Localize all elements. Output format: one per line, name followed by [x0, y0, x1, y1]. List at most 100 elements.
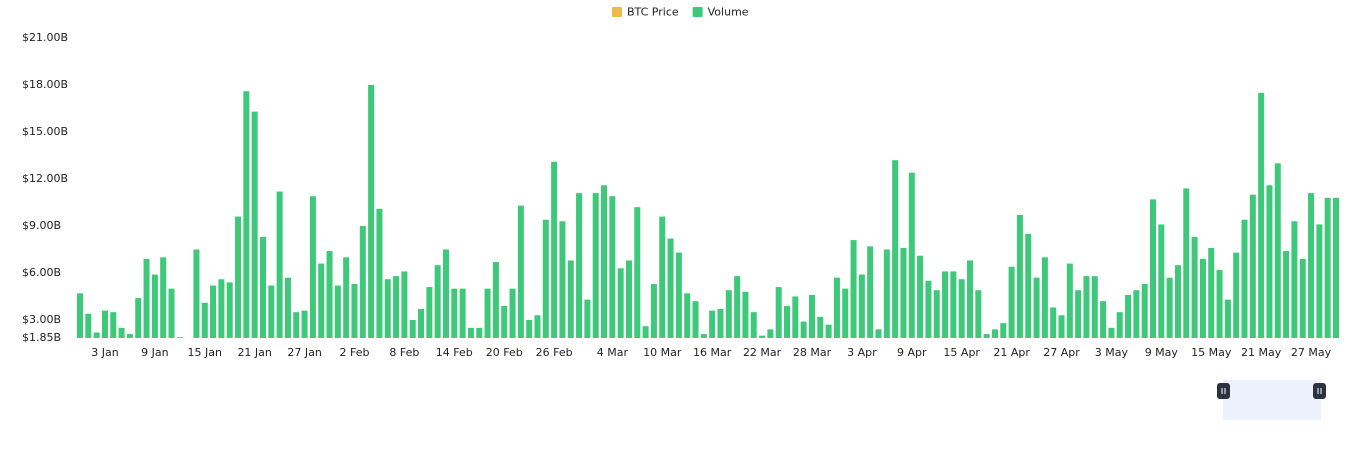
bar: [833, 277, 840, 338]
x-tick-label: 28 Mar: [793, 346, 832, 359]
bar: [1133, 290, 1140, 338]
bar: [243, 91, 250, 339]
bar: [767, 329, 774, 338]
bar: [883, 249, 890, 338]
bar: [368, 84, 375, 338]
x-tick-label: 20 Feb: [486, 346, 523, 359]
y-tick-label: $3.00B: [22, 313, 61, 326]
bar: [1174, 265, 1181, 338]
bar: [1008, 266, 1015, 338]
bar: [301, 310, 308, 338]
bar: [176, 337, 183, 338]
bar: [251, 111, 258, 338]
bar: [276, 191, 283, 338]
bar: [1291, 221, 1298, 338]
bar: [551, 161, 558, 338]
bar: [418, 309, 425, 338]
x-tick-label: 10 Mar: [643, 346, 682, 359]
bar: [1233, 252, 1240, 338]
bar: [393, 276, 400, 338]
x-tick-label: 8 Feb: [389, 346, 419, 359]
bar: [700, 334, 707, 338]
y-tick-label: $6.00B: [22, 266, 61, 279]
bar: [1283, 251, 1290, 338]
bar: [1191, 236, 1198, 338]
zoom-window[interactable]: [1223, 380, 1321, 420]
bar: [284, 277, 291, 338]
x-tick-label: 15 Jan: [188, 346, 222, 359]
bar: [467, 327, 474, 338]
bar: [1208, 247, 1215, 338]
bar: [442, 249, 449, 338]
bar: [376, 208, 383, 338]
zoom-handle-left[interactable]: [1217, 383, 1230, 399]
bar: [85, 313, 92, 338]
bar: [858, 274, 865, 338]
bar: [484, 288, 491, 338]
bar: [1333, 197, 1339, 338]
bar: [168, 288, 175, 338]
legend-label[interactable]: BTC Price: [627, 6, 679, 19]
bar: [118, 327, 125, 338]
bar: [650, 283, 657, 338]
bar: [318, 263, 325, 338]
x-tick-label: 4 Mar: [597, 346, 629, 359]
bar: [817, 316, 824, 338]
bar: [401, 271, 408, 338]
x-tick-label: 21 May: [1241, 346, 1282, 359]
bar: [517, 205, 524, 338]
bar: [675, 252, 682, 338]
bar: [717, 309, 724, 338]
bar: [459, 288, 466, 338]
bar: [784, 305, 791, 338]
x-tick-label: 21 Apr: [993, 346, 1030, 359]
bar: [384, 279, 391, 338]
bar: [925, 280, 932, 338]
bar: [1033, 277, 1040, 338]
bar: [1025, 233, 1032, 338]
bar: [567, 260, 574, 338]
bar: [692, 301, 699, 338]
bar: [684, 293, 691, 338]
x-tick-label: 3 May: [1095, 346, 1129, 359]
x-tick-label: 15 May: [1191, 346, 1232, 359]
bar: [326, 251, 333, 338]
bar: [1000, 323, 1007, 338]
bar: [409, 319, 416, 338]
x-tick-label: 14 Feb: [436, 346, 473, 359]
bar: [725, 290, 732, 338]
bar: [309, 196, 316, 338]
bar: [135, 298, 142, 338]
bar: [1241, 219, 1248, 338]
bar: [526, 319, 533, 338]
bar: [892, 160, 899, 338]
bar: [434, 265, 441, 338]
bar: [667, 238, 674, 338]
bar: [101, 310, 108, 338]
bar: [1075, 290, 1082, 338]
bar: [842, 288, 849, 338]
legend-label[interactable]: Volume: [708, 6, 749, 19]
bar: [160, 257, 167, 338]
y-tick-label: $18.00B: [22, 78, 68, 91]
bar: [584, 299, 591, 338]
bar: [1083, 276, 1090, 338]
x-tick-label: 16 Mar: [693, 346, 732, 359]
bar: [642, 326, 649, 338]
bar: [967, 260, 974, 338]
bar: [1125, 294, 1132, 338]
zoom-handle-right[interactable]: [1313, 383, 1326, 399]
bar: [734, 276, 741, 338]
bar: [625, 260, 632, 338]
bar: [193, 249, 200, 338]
bar: [800, 321, 807, 338]
bar: [534, 315, 541, 338]
x-tick-label: 27 Apr: [1043, 346, 1080, 359]
bar: [1100, 301, 1107, 338]
bar: [1299, 258, 1306, 338]
y-tick-label: $9.00B: [22, 219, 61, 232]
x-tick-label: 9 Jan: [141, 346, 168, 359]
bar: [1249, 194, 1256, 338]
bar: [1016, 215, 1023, 338]
bar: [825, 324, 832, 338]
